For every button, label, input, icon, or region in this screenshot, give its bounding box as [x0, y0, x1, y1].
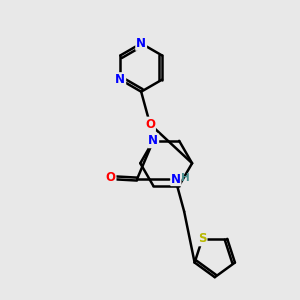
Text: N: N	[171, 172, 181, 186]
Text: S: S	[198, 232, 207, 245]
Text: N: N	[136, 37, 146, 50]
Text: N: N	[115, 73, 125, 86]
Text: O: O	[145, 118, 155, 130]
Text: N: N	[148, 134, 158, 147]
Text: O: O	[106, 171, 116, 184]
Text: H: H	[181, 172, 189, 183]
